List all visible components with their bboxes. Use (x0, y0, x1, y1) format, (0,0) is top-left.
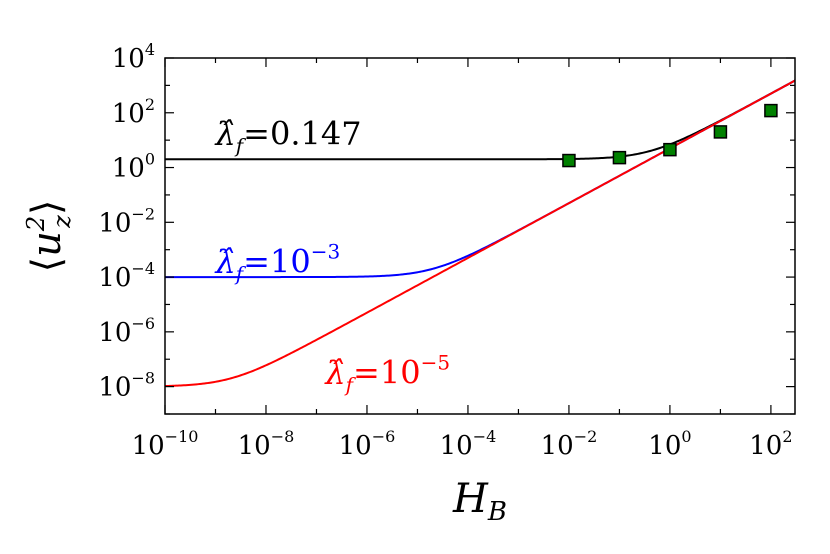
marker-2 (663, 142, 677, 157)
data-markers (562, 103, 778, 168)
y-axis-label: ⟨u2z⟩ (22, 200, 76, 273)
y-tick-label-5: 102 (112, 95, 155, 129)
marker-4 (764, 103, 778, 118)
x-axis-label-main: H (452, 476, 489, 522)
plot-frame (164, 57, 796, 415)
marker-0 (562, 153, 576, 168)
series-line-2 (165, 79, 795, 388)
series-line-0 (165, 79, 795, 161)
x-tick-label-1: 10−8 (238, 427, 295, 461)
curve-label-0: λ̂f=0.147 (213, 114, 361, 157)
y-tick-label-0: 10−8 (98, 369, 155, 403)
x-tick-label-0: 10−10 (132, 427, 199, 461)
y-tick-labels: 10−8 10−6 10−4 10−2 100 102 104 (98, 40, 155, 403)
x-tick-label-5: 100 (648, 427, 691, 461)
marker-3 (713, 125, 728, 139)
y-axis-label-open: ⟨ (24, 257, 70, 273)
curve-labels: λ̂f=0.147 λ̂f=10−3 λ̂f=10−5 (213, 114, 450, 396)
y-axis-label-sub: z (48, 215, 76, 229)
marker-1 (612, 150, 627, 165)
y-axis-label-exp: 2 (22, 216, 50, 232)
x-tick-label-2: 10−6 (339, 427, 396, 461)
curve-label-1: λ̂f=10−3 (213, 239, 340, 285)
y-tick-label-4: 100 (112, 150, 155, 184)
curves (165, 79, 795, 388)
x-tick-label-6: 102 (749, 427, 792, 461)
y-tick-label-6: 104 (112, 40, 155, 74)
x-tick-labels: 10−10 10−8 10−6 10−4 10−2 100 102 (132, 427, 793, 461)
y-axis-label-u: u (24, 231, 70, 257)
x-tick-label-3: 10−4 (440, 427, 497, 461)
y-tick-label-2: 10−4 (98, 259, 155, 293)
curve-label-2: λ̂f=10−5 (323, 350, 450, 396)
x-axis-label: HB (452, 476, 507, 527)
y-tick-label-3: 10−2 (98, 204, 155, 238)
x-axis-label-sub: B (487, 497, 507, 527)
y-tick-label-1: 10−6 (98, 314, 155, 348)
x-tick-label-4: 10−2 (541, 427, 598, 461)
axis-ticks (164, 57, 795, 415)
y-axis-label-close: ⟩ (24, 200, 70, 216)
